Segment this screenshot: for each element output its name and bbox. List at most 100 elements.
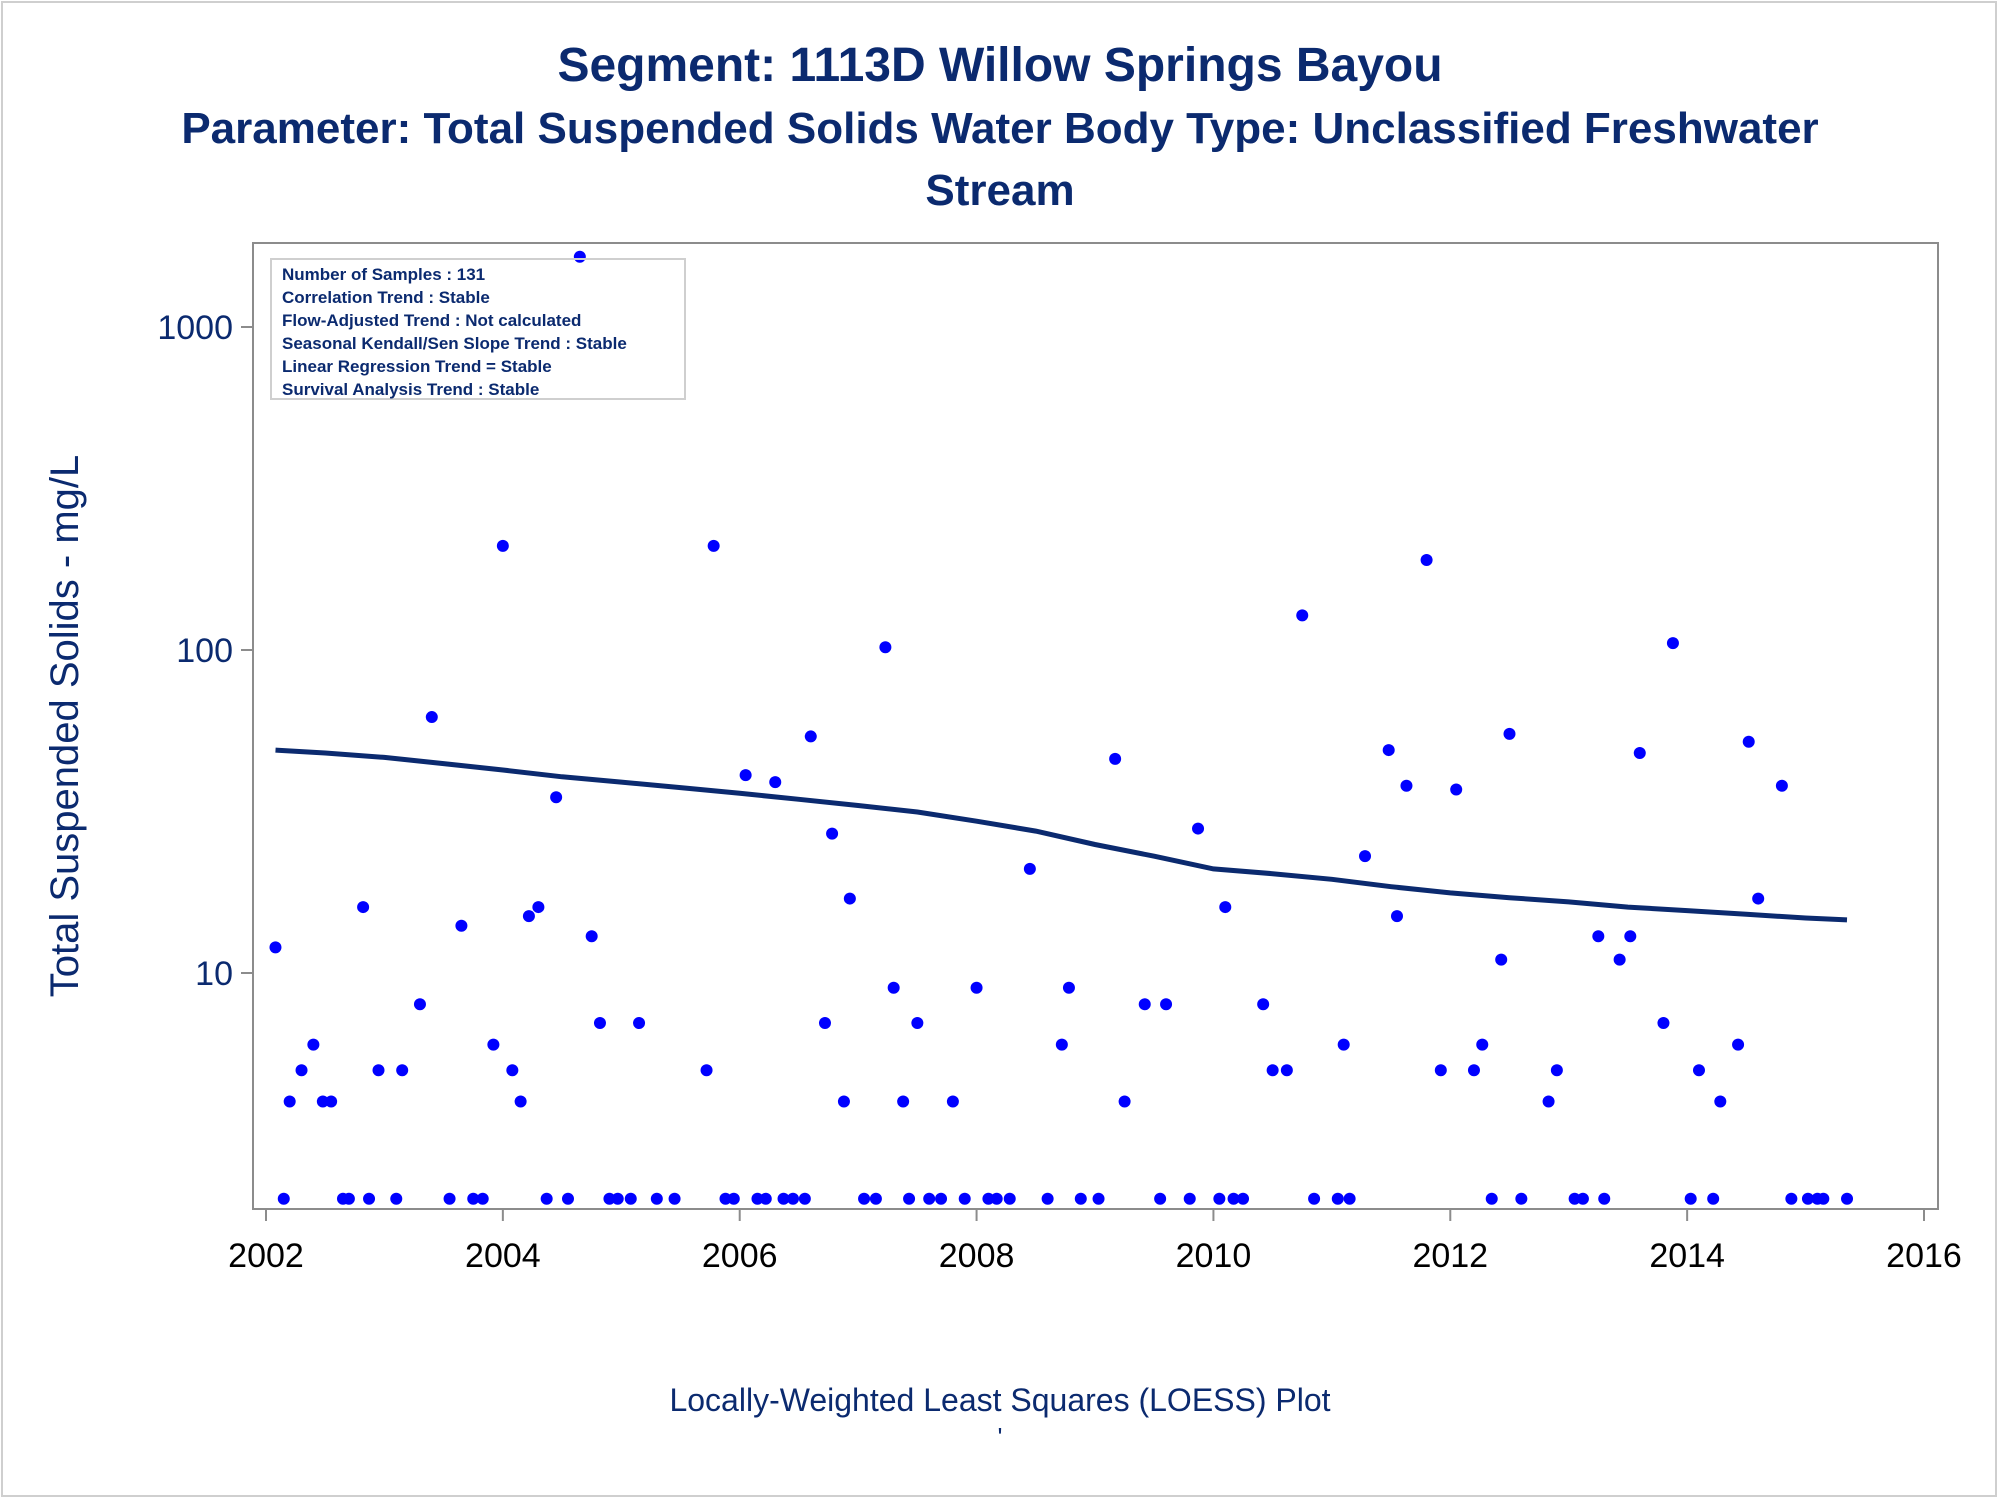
data-point [1003,1192,1016,1205]
y-tick-label: 1000 [157,309,233,347]
data-point [1576,1192,1589,1205]
data-point [1308,1192,1321,1205]
data-point [1266,1064,1279,1077]
data-point [1841,1192,1854,1205]
x-tick-label: 2006 [702,1237,778,1275]
data-point [982,1192,995,1205]
data-point [946,1095,959,1108]
data-point [1467,1064,1480,1077]
data-point [295,1064,308,1077]
loess-curve-group [275,747,1848,923]
loess-curve [275,747,1848,923]
data-point [818,1017,831,1030]
footnote-mark: ' [997,1422,1003,1452]
data-point [342,1192,355,1205]
data-point [624,1192,637,1205]
data-point [307,1038,320,1051]
data-point [1390,910,1403,923]
data-point [514,1095,527,1108]
data-point [1476,1038,1489,1051]
data-point [858,1192,871,1205]
data-point [1331,1192,1344,1205]
data-point [1074,1192,1087,1205]
data-point [826,827,839,840]
data-point [1785,1192,1798,1205]
data-point [585,930,598,943]
data-point [751,1192,764,1205]
data-point [1692,1064,1705,1077]
data-point [1624,930,1637,943]
x-tick-label: 2012 [1412,1237,1488,1275]
data-point [363,1192,376,1205]
data-point [269,941,282,954]
data-point [1138,998,1151,1011]
data-point [1280,1064,1293,1077]
data-point [550,791,563,804]
data-point [777,1192,790,1205]
data-point [739,769,752,782]
data-point [372,1064,385,1077]
data-point [277,1192,290,1205]
data-point [1023,862,1036,875]
data-point [1515,1192,1528,1205]
y-tick-label: 100 [176,632,233,670]
x-axis: 2002 2004 2006 2008 2010 2012 2014 2016 [228,1209,1962,1275]
data-point [522,910,535,923]
data-point [700,1064,713,1077]
data-point [1213,1192,1226,1205]
data-point [357,901,370,914]
data-point [1657,1017,1670,1030]
x-tick-label: 2004 [465,1237,541,1275]
x-tick-label: 2008 [939,1237,1015,1275]
data-point [1382,744,1395,757]
x-tick-label: 2010 [1176,1237,1252,1275]
data-point [325,1095,338,1108]
data-point [396,1064,409,1077]
data-point [1062,981,1075,994]
data-point [1666,637,1679,650]
data-point [1742,735,1755,748]
x-tick-label: 2002 [228,1237,304,1275]
data-point [283,1095,296,1108]
data-point [425,711,438,724]
data-point [316,1095,329,1108]
data-point [879,641,892,654]
data-point [1343,1192,1356,1205]
data-point [390,1192,403,1205]
data-point [804,730,817,743]
data-point [476,1192,489,1205]
data-point [443,1192,456,1205]
y-axis-label: Total Suspended Solids - mg/L [43,455,87,998]
data-point [843,892,856,905]
data-point [1598,1192,1611,1205]
x-tick-label: 2016 [1886,1237,1962,1275]
data-point [1296,609,1309,622]
data-point [1092,1192,1105,1205]
data-point [1154,1192,1167,1205]
data-point [1434,1064,1447,1077]
data-point [719,1192,732,1205]
trend-statistics-box: Number of Samples : 131 Correlation Tren… [270,258,686,400]
y-axis: 10 100 1000 [157,309,253,993]
data-point [1160,998,1173,1011]
data-point [1109,752,1122,765]
chart-title-waterbody: Stream [925,166,1075,215]
data-point [727,1192,740,1205]
stat-linear-regression-trend: Linear Regression Trend = Stable [282,357,552,376]
data-point [561,1192,574,1205]
data-point [1613,953,1626,966]
data-point [1633,746,1646,759]
data-point [911,1017,924,1030]
data-point [769,776,782,789]
data-point [1732,1038,1745,1051]
data-point [1192,822,1205,835]
data-point [1817,1192,1830,1205]
data-point [593,1017,606,1030]
data-points [269,250,1854,1205]
stat-flow-adjusted-trend: Flow-Adjusted Trend : Not calculated [282,311,582,330]
data-point [759,1192,772,1205]
data-point [1257,998,1270,1011]
data-point [413,998,426,1011]
data-point [1775,779,1788,792]
